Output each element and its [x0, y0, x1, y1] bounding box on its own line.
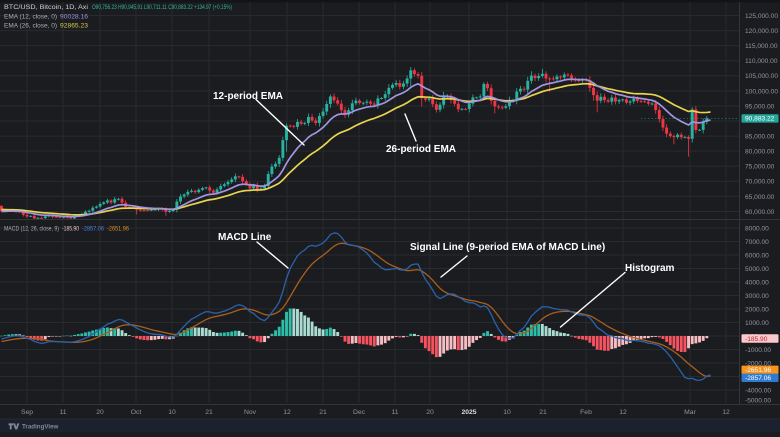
svg-text:125,000.00: 125,000.00 [745, 13, 778, 20]
svg-text:21: 21 [205, 409, 213, 416]
svg-text:-185.90: -185.90 [745, 336, 768, 343]
svg-text:Nov: Nov [244, 409, 257, 416]
svg-text:-5000.00: -5000.00 [745, 397, 771, 404]
svg-text:-2000.00: -2000.00 [745, 360, 771, 367]
svg-text:-4000.00: -4000.00 [745, 387, 771, 394]
svg-text:Sep: Sep [21, 409, 33, 416]
svg-text:100,000.00: 100,000.00 [745, 88, 778, 95]
svg-text:60,000.00: 60,000.00 [745, 209, 775, 216]
svg-text:95,000.00: 95,000.00 [745, 103, 775, 110]
svg-text:Histogram: Histogram [625, 263, 675, 274]
svg-text:70,000.00: 70,000.00 [745, 179, 775, 186]
svg-text:EMA (12, close, 0): EMA (12, close, 0) [4, 14, 57, 21]
svg-text:6000.00: 6000.00 [745, 252, 769, 259]
svg-text:Mar: Mar [684, 409, 696, 416]
svg-text:Dec: Dec [353, 409, 366, 416]
svg-text:EMA (26, close, 0): EMA (26, close, 0) [4, 23, 57, 30]
svg-text:3000.00: 3000.00 [745, 293, 769, 300]
svg-text:115,000.00: 115,000.00 [745, 43, 778, 50]
svg-text:-2651.96: -2651.96 [107, 226, 129, 233]
svg-text:4000.00: 4000.00 [745, 279, 769, 286]
svg-text:85,000.00: 85,000.00 [745, 134, 775, 141]
svg-text:10: 10 [503, 409, 511, 416]
svg-text:12: 12 [722, 409, 730, 416]
svg-text:TradingView: TradingView [22, 423, 59, 430]
svg-text:MACD (12, 26, close, 9): MACD (12, 26, close, 9) [4, 226, 59, 233]
svg-text:80,000.00: 80,000.00 [745, 149, 775, 156]
svg-text:90,883.22: 90,883.22 [745, 116, 775, 123]
svg-text:11: 11 [59, 409, 66, 416]
svg-text:Feb: Feb [580, 409, 592, 416]
svg-text:20: 20 [96, 409, 104, 416]
svg-text:20: 20 [426, 409, 434, 416]
svg-text:MACD Line: MACD Line [218, 232, 272, 243]
svg-text:BTC/USD, Bitcoin, 1D, Axi: BTC/USD, Bitcoin, 1D, Axi [4, 4, 89, 11]
svg-text:92865.23: 92865.23 [60, 23, 88, 30]
svg-text:7000.00: 7000.00 [745, 239, 769, 246]
svg-text:2025: 2025 [461, 409, 476, 416]
svg-text:5000.00: 5000.00 [745, 266, 769, 273]
svg-text:75,000.00: 75,000.00 [745, 164, 775, 171]
svg-text:12: 12 [619, 409, 627, 416]
svg-text:90028.16: 90028.16 [60, 14, 88, 21]
svg-text:10: 10 [168, 409, 176, 416]
svg-text:2000.00: 2000.00 [745, 306, 769, 313]
svg-text:-2857.06: -2857.06 [745, 375, 771, 382]
svg-text:-2651.96: -2651.96 [745, 367, 771, 374]
svg-text:-2857.06: -2857.06 [82, 226, 104, 233]
svg-text:Oct: Oct [131, 409, 142, 416]
svg-text:21: 21 [319, 409, 327, 416]
svg-text:-1000.00: -1000.00 [745, 347, 771, 354]
svg-text:21: 21 [539, 409, 547, 416]
svg-text:1000.00: 1000.00 [745, 320, 769, 327]
svg-text:105,000.00: 105,000.00 [745, 73, 778, 80]
svg-text:26-period EMA: 26-period EMA [386, 144, 456, 155]
svg-text:12-period EMA: 12-period EMA [213, 91, 283, 102]
svg-text:8000.00: 8000.00 [745, 225, 769, 232]
svg-text:-185.90: -185.90 [62, 226, 79, 233]
svg-text:120,000.00: 120,000.00 [745, 28, 778, 35]
svg-text:110,000.00: 110,000.00 [745, 58, 778, 65]
svg-text:11: 11 [391, 409, 398, 416]
svg-text:O90,756.23 H90,945.91 L90,711.: O90,756.23 H90,945.91 L90,711.11 C90,883… [92, 4, 232, 11]
svg-text:Signal Line (9-period EMA of M: Signal Line (9-period EMA of MACD Line) [410, 242, 605, 253]
svg-text:12: 12 [283, 409, 291, 416]
svg-text:65,000.00: 65,000.00 [745, 194, 775, 201]
